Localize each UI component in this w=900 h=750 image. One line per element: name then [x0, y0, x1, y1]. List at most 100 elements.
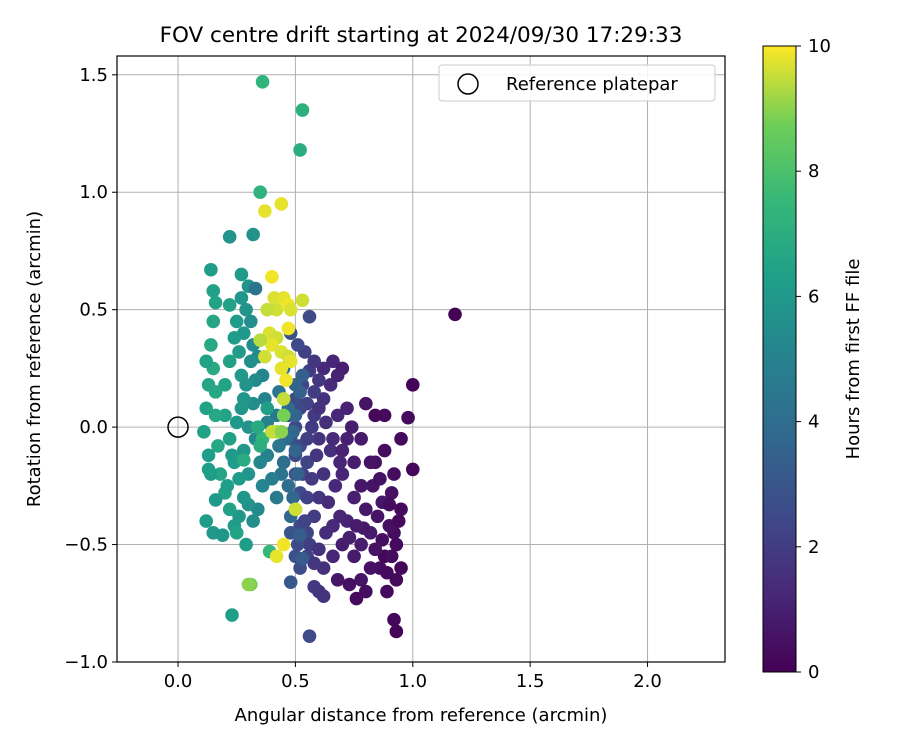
data-point — [222, 502, 237, 517]
data-point — [312, 373, 326, 387]
data-point — [218, 378, 232, 392]
data-point — [316, 589, 331, 604]
data-point — [347, 455, 361, 470]
data-point — [199, 401, 214, 416]
data-point — [239, 378, 253, 392]
data-point — [253, 333, 267, 348]
data-point — [394, 502, 408, 517]
data-point — [220, 479, 235, 493]
data-point — [349, 518, 364, 533]
data-point — [333, 455, 347, 470]
data-point — [448, 307, 462, 322]
data-point — [234, 291, 249, 305]
data-point — [316, 361, 331, 376]
data-point — [213, 467, 228, 481]
data-point — [206, 284, 221, 298]
data-point — [290, 338, 305, 352]
data-point — [258, 349, 272, 364]
data-point — [236, 453, 251, 467]
data-point — [197, 425, 211, 439]
data-point — [222, 354, 237, 369]
data-point — [244, 354, 258, 369]
data-point — [394, 561, 408, 575]
data-point — [211, 439, 225, 453]
data-point — [347, 549, 361, 564]
data-point — [276, 537, 291, 552]
y-axis-ticks: −1.0 −0.5 0.0 0.5 1.0 1.5 — [64, 65, 117, 673]
data-point — [199, 354, 214, 369]
x-axis-ticks: 0.0 0.5 1.0 1.5 2.0 — [164, 662, 662, 692]
data-point — [274, 361, 289, 376]
data-point — [229, 415, 244, 430]
data-point — [260, 302, 275, 317]
y-axis-label: Rotation from reference (arcmin) — [24, 211, 45, 507]
data-point — [300, 455, 314, 470]
data-point — [312, 432, 326, 446]
data-point — [248, 281, 263, 296]
data-point — [227, 331, 242, 345]
data-point — [305, 471, 319, 486]
data-point — [377, 443, 392, 458]
data-point — [307, 385, 321, 399]
data-point — [312, 542, 326, 557]
data-point — [354, 572, 368, 587]
data-point — [288, 443, 303, 458]
x-tick-label: 0.0 — [164, 671, 193, 692]
legend-reference-marker — [457, 73, 479, 95]
data-point — [295, 551, 310, 566]
data-point — [347, 490, 361, 505]
data-point — [295, 293, 310, 308]
colorbar-gradient — [762, 45, 797, 673]
data-point — [276, 408, 291, 423]
colorbar-tick-label: 2 — [808, 537, 819, 558]
data-point — [405, 462, 420, 477]
data-point — [253, 439, 267, 453]
data-points — [197, 75, 462, 643]
data-point — [354, 537, 368, 552]
data-point — [330, 368, 345, 383]
data-point — [363, 455, 378, 470]
data-point — [321, 495, 336, 510]
data-point — [384, 549, 399, 564]
colorbar-tick-label: 0 — [808, 662, 819, 683]
data-point — [269, 302, 284, 317]
x-tick-label: 2.0 — [633, 671, 662, 692]
data-point — [267, 291, 282, 305]
data-point — [302, 629, 317, 643]
data-point — [244, 314, 258, 329]
legend: Reference platepar — [438, 64, 716, 102]
data-point — [208, 295, 223, 310]
data-point — [330, 408, 345, 423]
data-point — [316, 467, 331, 481]
data-point — [389, 537, 404, 552]
data-point — [279, 373, 293, 387]
data-point — [326, 549, 340, 564]
colorbar-tick-label: 8 — [808, 161, 819, 182]
data-point — [246, 514, 260, 528]
data-point — [344, 420, 359, 434]
data-point — [354, 432, 368, 446]
data-point — [265, 269, 279, 284]
data-point — [349, 591, 364, 606]
data-point — [330, 572, 345, 587]
data-point — [391, 514, 406, 528]
data-point — [204, 262, 218, 277]
data-point — [283, 354, 298, 369]
data-point — [229, 314, 244, 329]
data-point — [276, 455, 291, 470]
data-point — [382, 497, 397, 512]
data-point — [333, 509, 347, 524]
data-point — [307, 580, 321, 594]
data-point — [265, 338, 279, 352]
data-point — [281, 321, 296, 336]
data-point — [359, 502, 373, 517]
y-tick-label: −1.0 — [64, 652, 108, 673]
chart-title: FOV centre drift starting at 2024/09/30 … — [160, 23, 683, 48]
data-point — [389, 624, 404, 639]
data-point — [288, 502, 303, 517]
data-point — [239, 537, 253, 552]
data-point — [274, 197, 289, 211]
data-point — [307, 354, 321, 369]
data-point — [373, 471, 387, 486]
